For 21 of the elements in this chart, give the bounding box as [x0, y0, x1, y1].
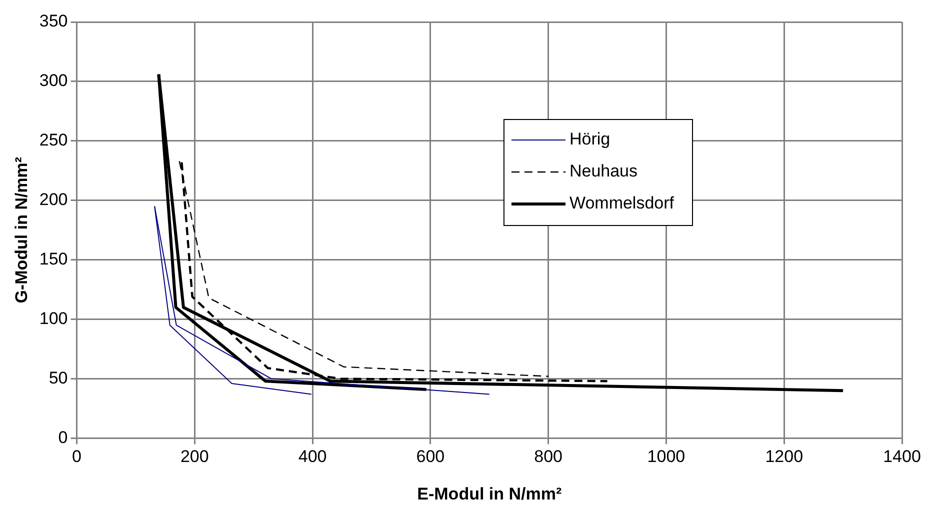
x-axis-title: E-Modul in N/mm² [417, 484, 562, 504]
y-tick-label: 350 [39, 12, 68, 31]
x-tick-label: 1000 [647, 447, 686, 466]
y-tick-label: 100 [39, 308, 68, 328]
legend-label: Wommelsdorf [569, 194, 674, 213]
x-tick-label: 600 [416, 447, 445, 466]
x-tick-label: 0 [72, 447, 82, 466]
x-tick-label: 800 [534, 447, 563, 466]
y-tick-label: 0 [58, 428, 68, 447]
y-tick-label: 150 [39, 250, 68, 269]
x-tick-label: 200 [180, 447, 209, 466]
x-tick-label: 1200 [765, 447, 804, 466]
y-tick-label: 200 [39, 190, 68, 210]
legend-label: Neuhaus [569, 162, 638, 181]
y-tick-label: 250 [39, 130, 68, 150]
legend-label: Hörig [569, 130, 610, 149]
x-tick-label: 400 [298, 447, 327, 466]
y-tick-label: 50 [48, 368, 68, 388]
x-tick-label: 1400 [883, 447, 921, 466]
y-tick-label: 300 [39, 71, 68, 90]
y-axis-title: G-Modul in N/mm² [12, 156, 31, 304]
